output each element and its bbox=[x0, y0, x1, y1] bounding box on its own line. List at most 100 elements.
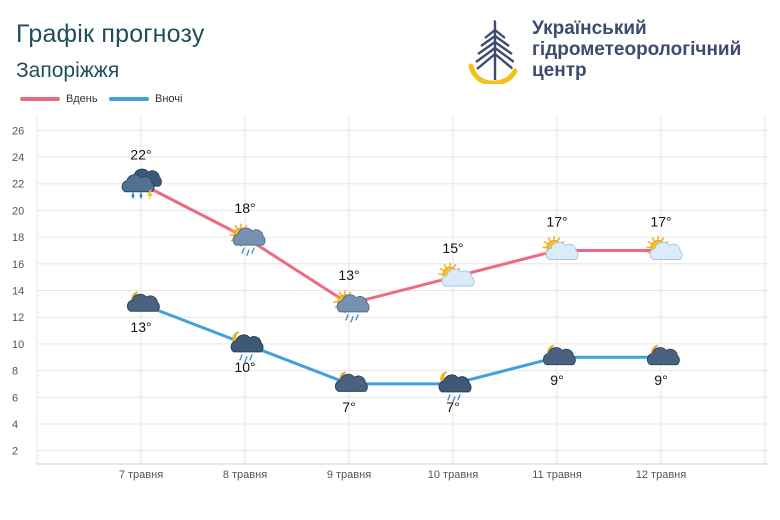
sun-ray bbox=[661, 237, 665, 242]
rain-drop bbox=[246, 249, 250, 256]
cloud-shape bbox=[336, 294, 370, 313]
legend-swatch-night bbox=[109, 97, 149, 101]
moon-cloud-icon bbox=[542, 344, 576, 366]
rain-drop bbox=[251, 247, 255, 254]
day-temperature-label: 18° bbox=[234, 200, 255, 216]
cloud-shape bbox=[646, 347, 680, 366]
sun-ray bbox=[647, 241, 652, 245]
storm-cloud-rain-lightning-icon bbox=[121, 168, 162, 201]
cloud-shape bbox=[441, 268, 475, 287]
rain-drop bbox=[241, 247, 245, 254]
cloud-shape bbox=[542, 347, 576, 366]
x-tick-label: 10 травня bbox=[428, 469, 478, 481]
cloud-shape bbox=[121, 174, 155, 193]
legend-swatch-day bbox=[20, 97, 60, 101]
brand-name-line-1: Український bbox=[532, 18, 647, 39]
rain-drop bbox=[447, 394, 451, 401]
moon-cloud-rain-icon bbox=[438, 371, 472, 403]
x-tick-label: 8 травня bbox=[223, 469, 267, 481]
moon-cloud-rain-icon bbox=[230, 331, 264, 363]
legend-label-night: Вночі bbox=[155, 93, 183, 105]
sun-cloud-rain-icon bbox=[333, 290, 370, 323]
cloud-shape bbox=[230, 334, 264, 353]
sun-ray bbox=[453, 263, 457, 269]
rain-drop bbox=[345, 314, 349, 321]
legend-item-night[interactable]: Вночі bbox=[109, 93, 182, 105]
legend-label-day: Вдень bbox=[66, 93, 98, 105]
x-tick-label: 11 травня bbox=[532, 469, 582, 481]
y-tick-label: 4 bbox=[12, 419, 18, 431]
water-drop bbox=[131, 191, 135, 199]
water-drop-logo-icon bbox=[468, 18, 518, 84]
y-tick-label: 2 bbox=[12, 446, 18, 458]
night-temperature-label: 10° bbox=[234, 359, 255, 375]
rain-drop bbox=[244, 356, 248, 363]
rain-drop bbox=[350, 316, 354, 323]
sun-ray bbox=[543, 241, 548, 245]
day-temperature-label: 22° bbox=[130, 147, 151, 163]
moon-cloud-icon bbox=[126, 291, 160, 312]
y-tick-label: 24 bbox=[12, 152, 24, 164]
icon-layer bbox=[121, 168, 683, 403]
rain-drop bbox=[452, 396, 456, 403]
label-layer: 22° 18° 13° 15° 17° 17° 13° 10° 7° 7° 9° 9° bbox=[130, 147, 671, 415]
y-tick-label: 18 bbox=[12, 232, 24, 244]
rain-drop bbox=[239, 354, 243, 361]
chart-subtitle: Запоріжжя bbox=[16, 59, 120, 82]
series-line-day bbox=[139, 182, 663, 306]
sun-ray bbox=[439, 267, 444, 271]
water-drop bbox=[139, 191, 143, 199]
day-temperature-label: 17° bbox=[650, 213, 671, 229]
grid-layer bbox=[36, 117, 768, 464]
rain-drop bbox=[355, 314, 359, 321]
x-tick-label: 12 травня bbox=[636, 469, 686, 481]
day-temperature-label: 13° bbox=[338, 267, 359, 283]
night-temperature-label: 13° bbox=[130, 319, 151, 335]
moon-cloud-icon bbox=[646, 344, 680, 366]
night-temperature-label: 9° bbox=[550, 372, 563, 388]
y-tick-label: 16 bbox=[12, 259, 24, 271]
cloud-shape bbox=[126, 293, 160, 312]
y-tick-label: 22 bbox=[12, 179, 24, 191]
y-tick-label: 10 bbox=[12, 339, 24, 351]
sun-cloud-rain-icon bbox=[229, 223, 266, 256]
cloud-shape bbox=[334, 373, 368, 392]
brand-block: Український гідрометеорологічний центр bbox=[468, 16, 768, 86]
day-temperature-label: 17° bbox=[546, 213, 567, 229]
night-temperature-label: 7° bbox=[446, 399, 459, 415]
sun-ray bbox=[557, 237, 561, 242]
cloud-shape bbox=[545, 241, 579, 260]
x-tick-label: 9 травня bbox=[327, 469, 371, 481]
sun-ray bbox=[547, 237, 551, 242]
chart-title: Графік прогнозу bbox=[16, 20, 205, 48]
brand-name-line-2: гідрометеорологічний bbox=[532, 39, 742, 60]
sun-ray bbox=[651, 237, 655, 242]
night-temperature-label: 9° bbox=[654, 372, 667, 388]
y-tick-label: 20 bbox=[12, 205, 24, 217]
sun-ray bbox=[334, 295, 339, 299]
sun-ray bbox=[234, 224, 238, 229]
cloud-shape bbox=[649, 241, 683, 260]
x-tick-label: 7 травня bbox=[119, 469, 163, 481]
cloud-shape bbox=[438, 374, 472, 393]
cloud-shape bbox=[232, 227, 266, 246]
series-layer bbox=[138, 181, 664, 387]
y-tick-label: 12 bbox=[12, 312, 24, 324]
lightning-bolt bbox=[147, 189, 153, 201]
sun-ray bbox=[230, 228, 235, 232]
y-tick-label: 8 bbox=[12, 366, 18, 378]
rain-drop bbox=[249, 354, 253, 361]
sun-cloud-icon bbox=[438, 262, 475, 287]
sun-cloud-icon bbox=[646, 235, 683, 260]
day-temperature-label: 15° bbox=[442, 240, 463, 256]
y-tick-label: 26 bbox=[12, 125, 24, 137]
y-tick-label: 14 bbox=[12, 286, 24, 298]
brand-name-line-3: центр bbox=[532, 60, 587, 81]
rain-drop bbox=[457, 394, 461, 401]
y-tick-label: 6 bbox=[12, 392, 18, 404]
sun-ray bbox=[443, 263, 447, 269]
legend-item-day[interactable]: Вдень bbox=[20, 93, 98, 105]
sun-cloud-icon bbox=[542, 235, 579, 260]
